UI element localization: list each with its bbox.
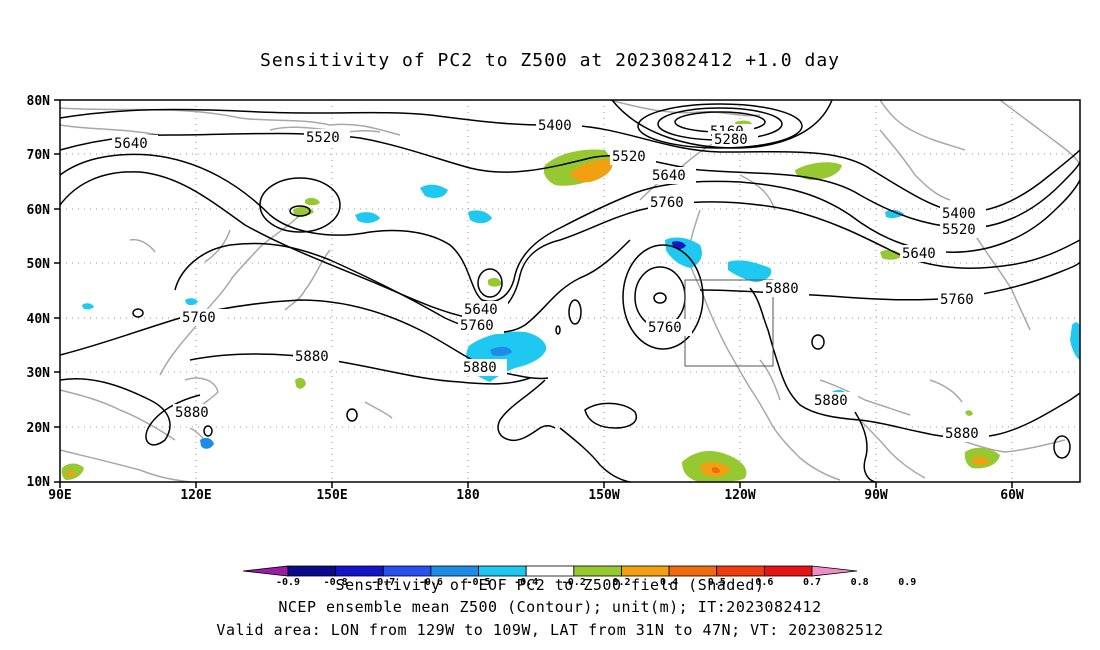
contour-label-5760-e: 5760 [648, 320, 682, 336]
colorbar [242, 565, 858, 577]
lon-label-60w: 60W [1000, 488, 1024, 503]
contour-label-5280: 5280 [714, 132, 748, 148]
contour-label-5520-b: 5520 [612, 149, 646, 165]
lat-label-10n: 10N [27, 475, 51, 490]
map-title: Sensitivity of PC2 to Z500 at 2023082412… [259, 50, 840, 71]
latitude-labels: 80N 70N 60N 50N 40N 30N 20N 10N [27, 94, 51, 490]
lat-label-50n: 50N [27, 257, 51, 272]
footer-shading-caption: Sensitivity of EOF PC2 to Z500 field (Sh… [335, 576, 765, 594]
colorbar-tick-label: 0.4 [660, 577, 678, 588]
contour-label-5640-b: 5640 [652, 168, 686, 184]
contour-label-5760-a: 5760 [650, 195, 684, 211]
colorbar-labels: -0.9 -0.8 -0.7 -0.6 -0.5 -0.4 -0.2 0.2 0.4 0.5 0.6… [276, 577, 916, 588]
lat-label-60n: 60N [27, 203, 51, 218]
contour-label-5640-d: 5640 [464, 302, 498, 318]
colorbar-tick-label: -0.2 [562, 577, 586, 588]
colorbar-tick-label: 0.8 [851, 577, 869, 588]
lon-label-120e: 120E [180, 488, 211, 503]
colorbar-segment [382, 565, 432, 577]
contour-label-5880-c: 5880 [463, 360, 497, 376]
colorbar-segment [478, 565, 527, 577]
contour-label-5760-d: 5760 [182, 310, 216, 326]
lat-label-70n: 70N [27, 148, 51, 163]
colorbar-tick-label: 0.6 [755, 577, 773, 588]
contour-label-5520-c: 5520 [942, 222, 976, 238]
contour-label-5880-e: 5880 [814, 393, 848, 409]
contour-label-5880-a: 5880 [765, 281, 799, 297]
colorbar-segment [525, 565, 575, 577]
lat-label-40n: 40N [27, 312, 51, 327]
contour-label-5520-a: 5520 [306, 130, 340, 146]
colorbar-tick-label: -0.4 [514, 577, 538, 588]
colorbar-segment [811, 565, 858, 577]
colorbar-segment [335, 565, 384, 577]
colorbar-tick-label: -0.5 [466, 577, 490, 588]
lat-label-30n: 30N [27, 366, 51, 381]
colorbar-segment [430, 565, 479, 577]
colorbar-segment [621, 565, 670, 577]
colorbar-tick-label: -0.9 [276, 577, 300, 588]
colorbar-segment [287, 565, 337, 577]
colorbar-tick-label: 0.5 [708, 577, 726, 588]
lon-label-180: 180 [456, 488, 480, 503]
contour-label-5760-b: 5760 [940, 292, 974, 308]
lat-label-80n: 80N [27, 94, 51, 109]
contour-label-5640-a: 5640 [114, 136, 148, 152]
footer-valid-area: Valid area: LON from 129W to 109W, LAT f… [216, 621, 884, 639]
colorbar-tick-label: 0.2 [612, 577, 630, 588]
lon-label-150e: 150E [316, 488, 347, 503]
contour-label-5400-b: 5400 [942, 206, 976, 222]
contour-labels: 5400 5160 5280 5520 5640 5520 5640 5760 … [112, 116, 989, 442]
contour-label-5880-d: 5880 [175, 405, 209, 421]
colorbar-segment [668, 565, 718, 577]
contour-label-5880-f: 5880 [945, 426, 979, 442]
longitude-labels: 90E 120E 150E 180 150W 120W 90W 60W [48, 488, 1024, 503]
contour-label-5880-b: 5880 [295, 349, 329, 365]
colorbar-segment [242, 565, 289, 577]
contour-label-5760-c: 5760 [460, 318, 494, 334]
lat-label-20n: 20N [27, 421, 51, 436]
colorbar-tick-label: 0.7 [803, 577, 821, 588]
colorbar-tick-label: 0.9 [898, 577, 916, 588]
axis-ticks [54, 99, 1013, 488]
colorbar-segment [763, 565, 813, 577]
colorbar-segment [716, 565, 765, 577]
lon-label-90e: 90E [48, 488, 71, 503]
contour-label-5400-a: 5400 [538, 118, 572, 134]
lon-label-120w: 120W [724, 488, 755, 503]
footer-contour-caption: NCEP ensemble mean Z500 (Contour); unit(… [278, 598, 822, 616]
lon-label-90w: 90W [864, 488, 888, 503]
colorbar-tick-label: -0.8 [324, 577, 348, 588]
lon-label-150w: 150W [588, 488, 619, 503]
contour-label-5640-c: 5640 [902, 246, 936, 262]
colorbar-tick-label: -0.7 [371, 577, 395, 588]
colorbar-segment [573, 565, 622, 577]
colorbar-tick-label: -0.6 [419, 577, 443, 588]
map-frame [59, 99, 1081, 483]
